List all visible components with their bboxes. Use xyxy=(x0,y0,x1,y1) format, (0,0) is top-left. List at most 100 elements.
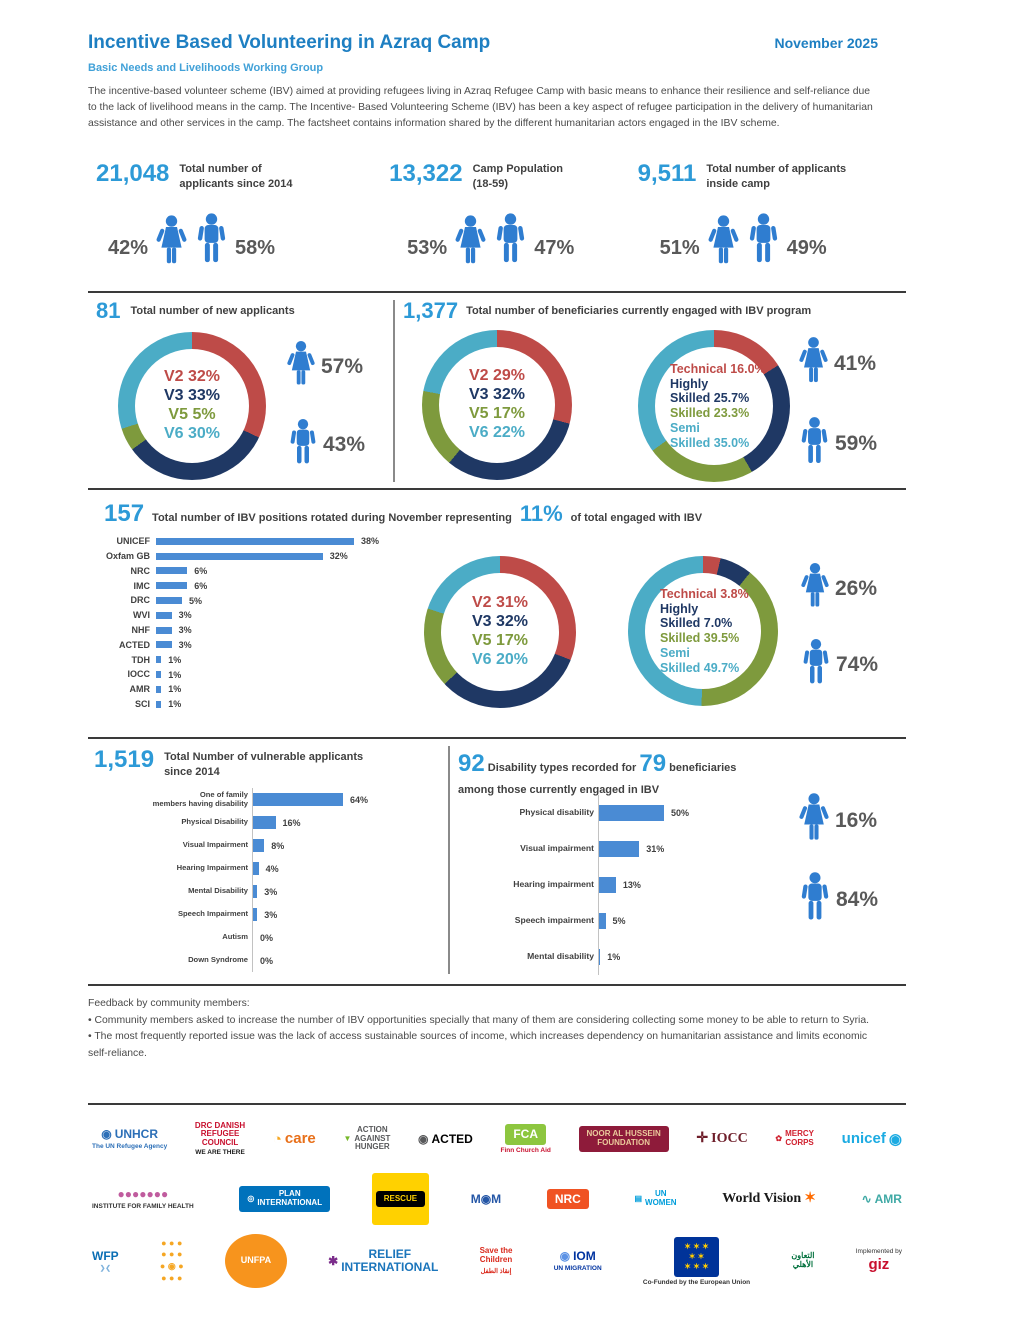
bar-track xyxy=(598,867,616,903)
logo-label: World Vision ✶ xyxy=(722,1191,816,1206)
logo-label: ✿ MERCY CORPS xyxy=(775,1129,814,1147)
bar xyxy=(599,877,616,893)
stat-label: Total number of applicants since 2014 xyxy=(179,163,293,190)
bar-track xyxy=(156,578,188,593)
bar-value: 1% xyxy=(168,654,182,665)
partner-logos-row-2: ●●●●●●● INSTITUTE FOR FAMILY HEALTH ◎ PLAN … xyxy=(88,1170,906,1228)
bar-value: 6% xyxy=(194,580,208,591)
logo-label: giz xyxy=(868,1257,889,1273)
bar-track xyxy=(252,949,253,972)
bar xyxy=(253,862,259,875)
bar-label: Down Syndrome xyxy=(188,955,248,965)
logo-text: World Vision xyxy=(722,1191,802,1207)
bar xyxy=(599,841,640,857)
logo-label: Save the Children xyxy=(480,1246,513,1264)
stat-applicants-inside-camp: 9,511 Total number of applicants inside … xyxy=(638,162,898,276)
stat-applicants-since-2014: 21,048 Total number of applicants since … xyxy=(88,162,389,276)
bar-row: Autism 0% xyxy=(96,926,436,949)
bar-track xyxy=(252,834,265,857)
logo-subtext: INSTITUTE FOR FAMILY HEALTH xyxy=(92,1202,194,1210)
bar-row: SCI 1% xyxy=(96,697,416,712)
logo-text: IOM xyxy=(573,1249,596,1264)
logo-subtext: إنقاذ الطفل xyxy=(480,1267,512,1275)
world-vision-logo: World Vision ✶ xyxy=(718,1173,820,1225)
bar xyxy=(599,805,664,821)
bar-value: 32% xyxy=(329,551,348,562)
rotation-male-split: 74% xyxy=(801,636,878,694)
logo-label: ◉ ACTED xyxy=(418,1132,473,1146)
bar-track xyxy=(252,903,258,926)
bar-label: Mental Disability xyxy=(188,886,248,896)
bar-row: ACTED 3% xyxy=(96,638,416,653)
logo-subtext: The UN Refugee Agency xyxy=(92,1142,168,1150)
bar-label: IMC xyxy=(133,580,151,591)
bar-label: Mental disability xyxy=(527,951,594,962)
bar-track xyxy=(156,682,162,697)
logo-label: NRC xyxy=(546,1188,589,1210)
male-percentage: 58% xyxy=(235,236,276,259)
plan-international-emblem-icon: ◎ xyxy=(247,1194,255,1203)
new-applicants-number: 81 xyxy=(96,298,121,323)
new-applicants-label: Total number of new applicants xyxy=(130,305,295,317)
bar-label: Hearing Impairment xyxy=(176,863,248,873)
irc-rescue-logo: RESCUE xyxy=(371,1173,430,1225)
logo-label: NOOR AL HUSSEIN FOUNDATION xyxy=(578,1126,669,1152)
report-date: November 2025 xyxy=(774,35,878,51)
rotation-skills-donut-chart: Technical 3.8% Highly Skilled 7.0% Skilled … xyxy=(628,556,778,706)
bar-value: 1% xyxy=(168,684,182,695)
donut-hole xyxy=(439,347,555,463)
logo-label: ✛ IOCC xyxy=(696,1131,747,1146)
female-percentage: 51% xyxy=(659,236,700,259)
bar xyxy=(156,552,323,560)
stat-number: 9,511 xyxy=(637,160,697,187)
donut-legend: V2 32% V3 33% V5 5% V6 30% xyxy=(118,332,266,480)
bar-track xyxy=(598,795,664,831)
logo-text: RESCUE xyxy=(383,1193,418,1203)
subtitle: Basic Needs and Livelihoods Working Grou… xyxy=(88,62,324,74)
bar xyxy=(156,537,354,545)
unhcr-emblem-icon: ◉ xyxy=(101,1127,112,1142)
bar-value: 50% xyxy=(671,808,690,818)
unicef-logo: unicef ◉ xyxy=(838,1113,906,1165)
donut-legend-line: V2 29% xyxy=(468,367,526,385)
bar-row: One of family members having disability 6… xyxy=(96,788,436,811)
donut-legend-line: Semi xyxy=(660,645,690,660)
stat-number: 21,048 xyxy=(96,160,170,187)
bar-row: IOCC 1% xyxy=(96,667,416,682)
plan-international-logo: ◎ PLAN INTERNATIONAL xyxy=(235,1173,334,1225)
bar-label: Physical disability xyxy=(519,807,594,818)
bar-label: DRC xyxy=(130,595,151,606)
bar-value: 3% xyxy=(264,886,278,897)
donut-legend-line: Highly xyxy=(660,601,699,616)
rotation-female-split: 26% xyxy=(800,562,877,616)
bar-row: AMR 1% xyxy=(96,682,416,697)
disability-text: Disability types recorded for xyxy=(487,762,637,774)
feedback-bullet: • The most frequently reported issue was… xyxy=(88,1031,868,1059)
stat-camp-population: 13,322 Camp Population (18-59) 53% 47% xyxy=(389,162,637,276)
bar-row: UNICEF 38% xyxy=(96,534,416,549)
logo-text: care xyxy=(284,1129,316,1147)
taawon-logo: التعاون الأهلي xyxy=(787,1235,818,1287)
bar-track xyxy=(598,939,601,975)
rotation-village-donut-chart: V2 31% V3 32% V5 17% V6 20% xyxy=(424,556,576,708)
logo-text: DRC DANISH REFUGEE COUNCIL xyxy=(194,1120,246,1147)
disability-types-bar-chart: Physical disability 50% Visual impairment 3… xyxy=(462,795,792,975)
rotation-heading: 157 Total number of IBV positions rotate… xyxy=(104,500,884,528)
logo-text: IOCC xyxy=(711,1131,748,1147)
logo-label: ● ● ● ● ● ● ● ◉ ● ● ● ● xyxy=(160,1238,184,1285)
donut-legend-line: V6 20% xyxy=(471,650,529,668)
donut-legend-line: Skilled 25.7% xyxy=(670,391,750,406)
donut-hole xyxy=(441,573,559,691)
bar-label: AMR xyxy=(129,684,151,695)
bar-track xyxy=(156,697,162,712)
bar xyxy=(156,626,172,634)
bar-label: Visual Impairment xyxy=(182,840,248,850)
disability-beneficiaries-number: 79 xyxy=(639,750,667,777)
bar-label: Oxfam GB xyxy=(105,551,150,562)
bar-row: WVI 3% xyxy=(96,608,416,623)
bar-label: Visual impairment xyxy=(520,843,594,854)
bar xyxy=(599,949,601,965)
bar-track xyxy=(252,880,258,903)
disability-heading: 92 Disability types recorded for 79 bene… xyxy=(458,746,878,799)
new-applicants-male-split: 43% xyxy=(288,416,365,474)
